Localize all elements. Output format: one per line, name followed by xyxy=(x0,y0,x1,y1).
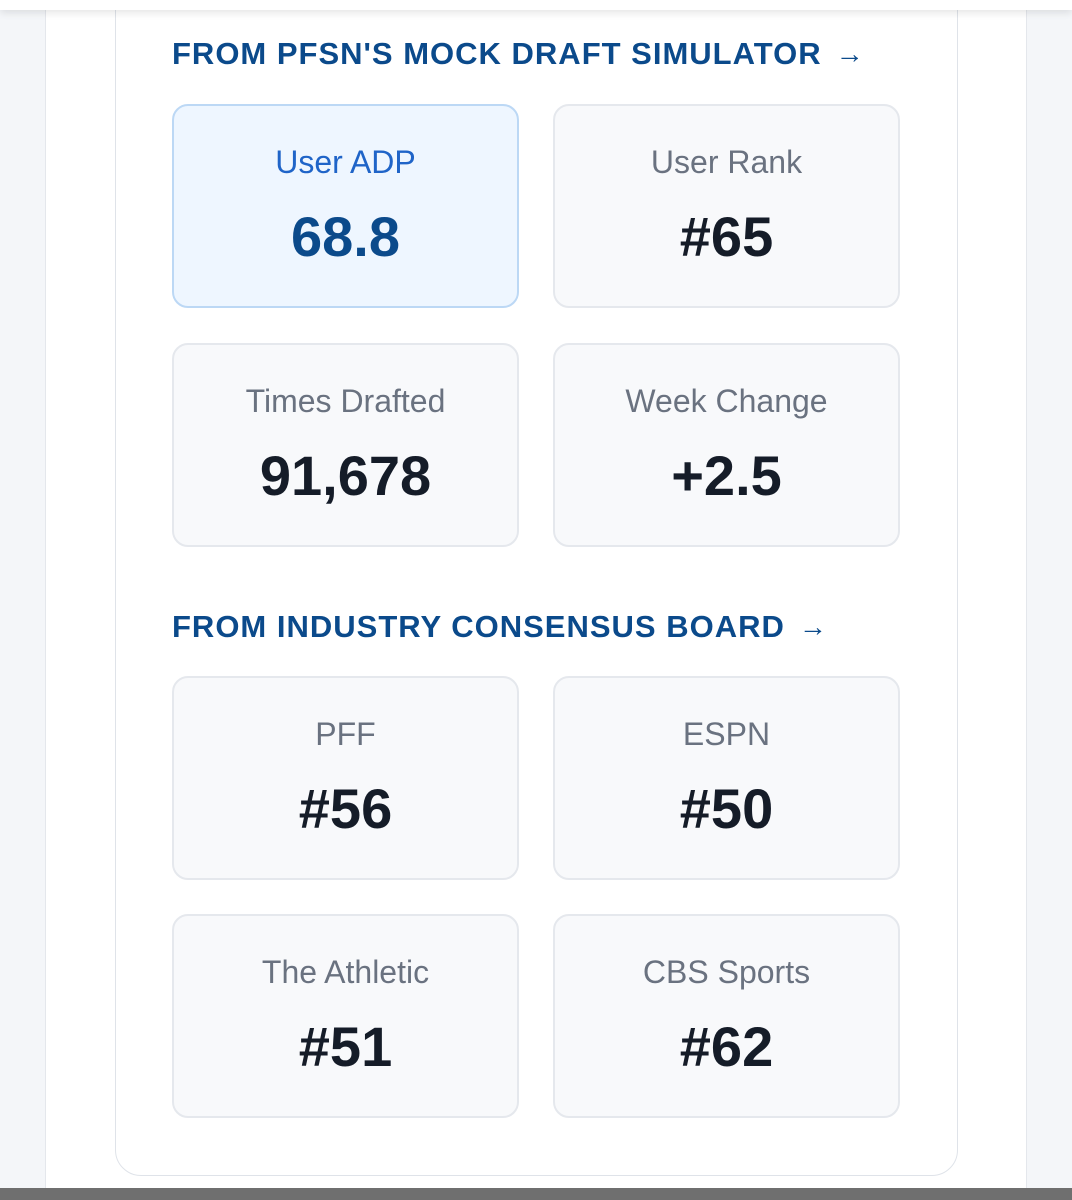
stat-times-drafted: Times Drafted 91,678 xyxy=(172,343,519,547)
stat-espn: ESPN #50 xyxy=(553,676,900,880)
stat-value: #50 xyxy=(679,777,774,840)
stat-label: User Rank xyxy=(650,144,803,180)
stat-value: 91,678 xyxy=(259,444,432,507)
stat-the-athletic: The Athletic #51 xyxy=(172,914,519,1118)
stat-user-rank: User Rank #65 xyxy=(553,104,900,308)
stat-value: +2.5 xyxy=(671,444,782,507)
simulator-heading-link[interactable]: FROM PFSN'S MOCK DRAFT SIMULATOR → xyxy=(172,36,865,72)
consensus-heading-text: FROM INDUSTRY CONSENSUS BOARD xyxy=(172,609,785,644)
arrow-right-icon: → xyxy=(798,611,828,642)
stat-label: ESPN xyxy=(682,716,771,752)
stat-label: PFF xyxy=(315,716,376,752)
stat-pff: PFF #56 xyxy=(172,676,519,880)
stat-user-adp: User ADP 68.8 xyxy=(172,104,519,308)
stat-value: #56 xyxy=(298,777,393,840)
stat-value: #51 xyxy=(298,1015,393,1078)
stat-label: User ADP xyxy=(275,144,416,180)
stat-value: #62 xyxy=(679,1015,774,1078)
stat-week-change: Week Change +2.5 xyxy=(553,343,900,547)
bottom-bar xyxy=(0,1188,1072,1200)
stat-label: CBS Sports xyxy=(642,954,811,990)
stat-value: 68.8 xyxy=(291,205,400,268)
stat-value: #65 xyxy=(679,205,774,268)
stat-label: The Athletic xyxy=(261,954,430,990)
stat-label: Week Change xyxy=(625,383,828,419)
arrow-right-icon: → xyxy=(835,38,865,69)
simulator-heading-text: FROM PFSN'S MOCK DRAFT SIMULATOR xyxy=(172,36,822,71)
stat-cbs-sports: CBS Sports #62 xyxy=(553,914,900,1118)
stat-label: Times Drafted xyxy=(245,383,446,419)
top-shadow xyxy=(0,0,1072,10)
consensus-heading-link[interactable]: FROM INDUSTRY CONSENSUS BOARD → xyxy=(172,609,828,645)
